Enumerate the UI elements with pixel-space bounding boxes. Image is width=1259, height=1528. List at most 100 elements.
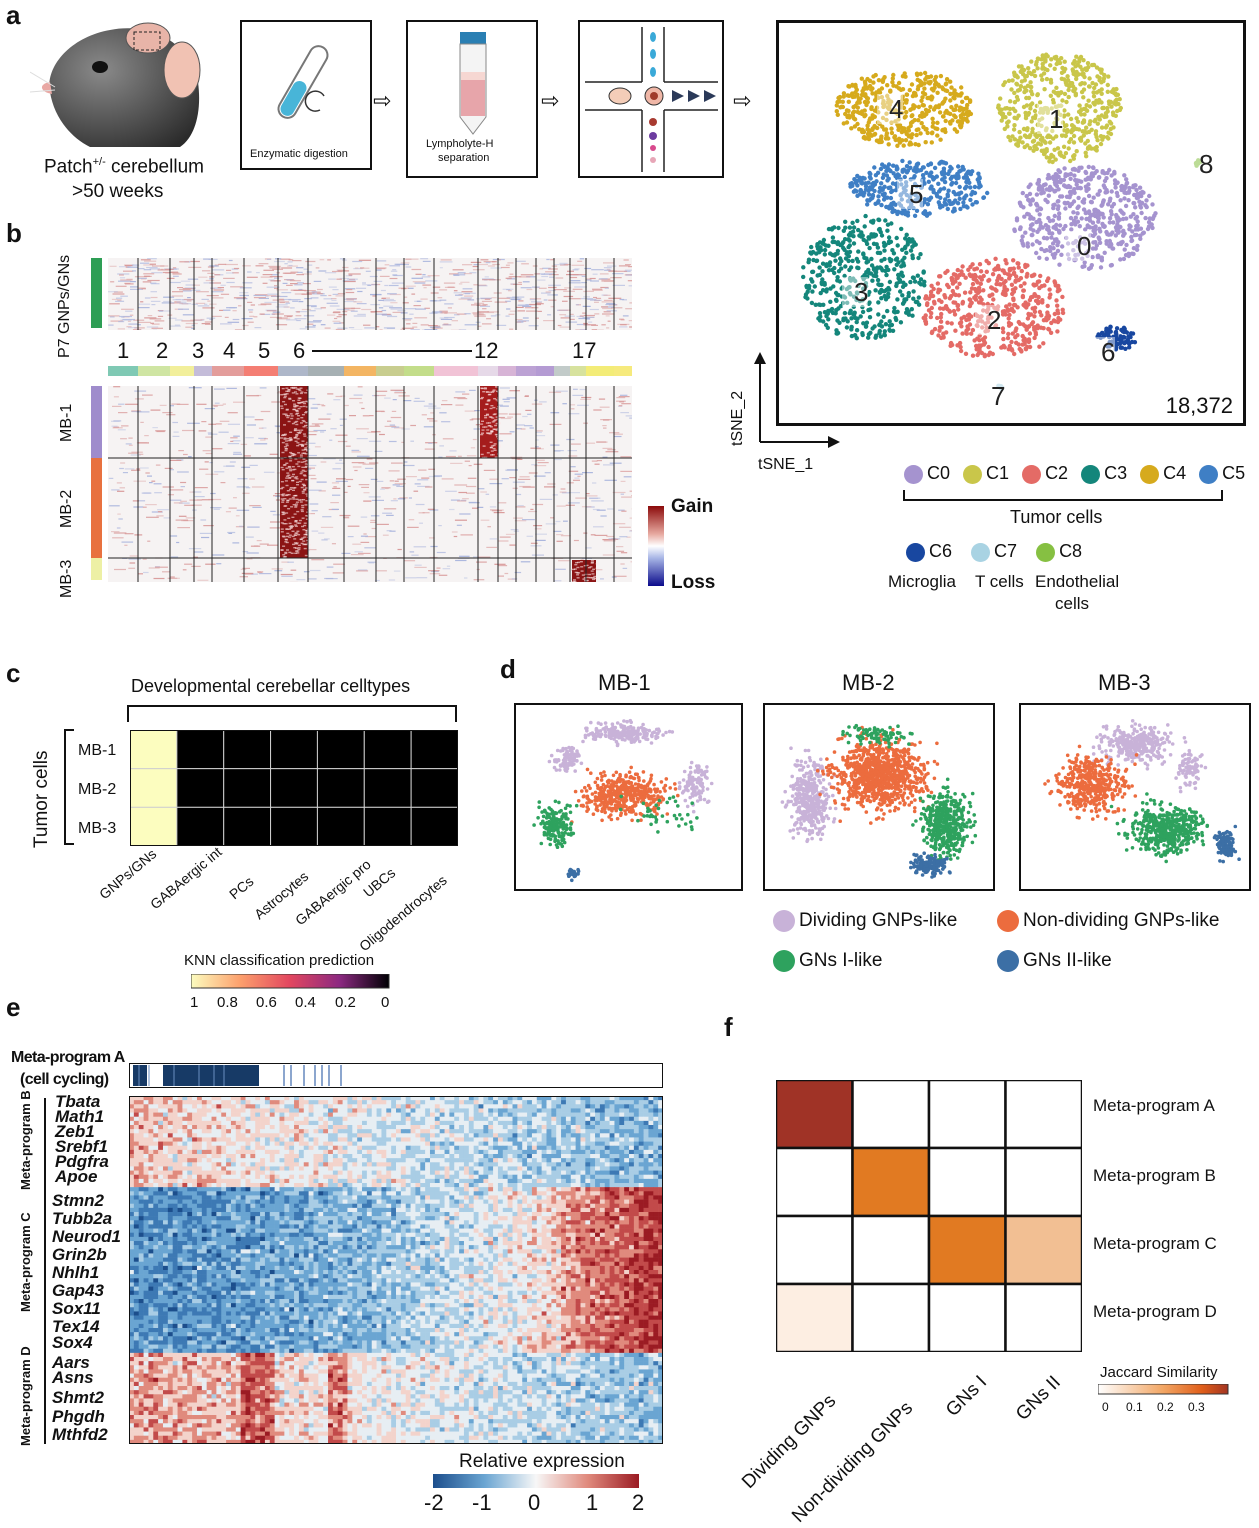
cnv-noise <box>518 282 522 283</box>
tsne-point <box>975 337 979 341</box>
tsne-point <box>1115 109 1119 113</box>
tsne-point <box>849 265 853 269</box>
cnv-noise <box>607 310 617 311</box>
cnv-noise <box>586 493 589 494</box>
cnv-noise <box>516 307 524 308</box>
cnv-noise <box>538 462 549 463</box>
cnv-noise <box>550 412 559 413</box>
cnv-noise <box>348 486 351 487</box>
tsne-point <box>1105 123 1109 127</box>
cnv-noise <box>595 535 608 536</box>
tsne-point <box>849 325 853 329</box>
cnv-noise <box>304 269 308 270</box>
cnv-noise <box>187 300 192 301</box>
cnv-noise <box>310 503 319 504</box>
tsne-point <box>873 336 877 340</box>
cnv-noise <box>547 314 551 315</box>
chromosome-segment <box>308 366 344 376</box>
tsne-point <box>912 174 916 178</box>
mouse-age-label: >50 weeks <box>72 181 163 203</box>
cnv-noise <box>405 319 411 320</box>
tsne-point <box>1012 91 1016 95</box>
cnv-noise <box>151 272 162 273</box>
cnv-noise <box>226 270 231 271</box>
cnv-noise <box>444 303 453 304</box>
tsne-point <box>900 159 904 163</box>
cnv-noise <box>568 450 578 451</box>
cnv-noise <box>498 502 506 503</box>
tsne-point <box>1053 252 1057 256</box>
tsne-point <box>1031 282 1035 286</box>
cnv-noise <box>154 492 162 493</box>
cnv-noise <box>220 421 230 422</box>
cnv-noise <box>361 309 371 310</box>
cnv-noise <box>173 299 185 300</box>
cnv-noise <box>322 405 326 406</box>
cnv-noise <box>177 471 189 472</box>
cnv-noise <box>329 440 332 441</box>
cnv-block-texture <box>288 536 291 537</box>
tsne-point <box>897 86 901 90</box>
cnv-noise <box>502 478 509 479</box>
cnv-noise <box>623 568 628 569</box>
cnv-noise <box>455 560 466 561</box>
cnv-noise <box>324 298 333 299</box>
cnv-noise <box>110 281 114 282</box>
cnv-noise <box>338 314 347 315</box>
tsne-point <box>814 303 818 307</box>
tsne-point <box>893 310 897 314</box>
cnv-noise <box>530 509 533 510</box>
tsne-point <box>973 185 977 189</box>
cnv-noise <box>439 575 447 576</box>
cnv-noise <box>531 301 542 302</box>
tsne-point <box>1045 236 1049 240</box>
tsne-point <box>1064 81 1068 85</box>
tsne-point <box>847 84 851 88</box>
cnv-noise <box>340 515 351 516</box>
cnv-block-texture <box>288 552 291 553</box>
cnv-noise <box>317 289 323 290</box>
cnv-noise <box>351 554 364 555</box>
cnv-block-texture <box>286 485 289 486</box>
cnv-noise <box>465 324 477 325</box>
cnv-noise <box>289 265 293 266</box>
cnv-noise <box>312 531 319 532</box>
tsne-point <box>1057 263 1061 267</box>
cnv-noise <box>566 274 579 275</box>
cnv-noise <box>165 269 174 270</box>
cnv-noise <box>312 423 324 424</box>
chromosome-segment <box>212 366 244 376</box>
cnv-noise <box>230 286 243 287</box>
cnv-noise <box>472 312 482 313</box>
cnv-block-texture <box>301 391 304 392</box>
cnv-noise <box>500 537 511 538</box>
tsne-point <box>970 169 974 173</box>
cnv-noise <box>592 461 598 462</box>
cnv-noise <box>423 261 431 262</box>
tsne-point <box>1060 295 1064 299</box>
tsne-point <box>978 295 982 299</box>
cnv-noise <box>114 396 119 397</box>
tsne-point <box>909 248 913 252</box>
tsne-point <box>1051 98 1055 102</box>
chromosome-segment <box>434 366 478 376</box>
tsne-point <box>890 248 894 252</box>
tsne-point <box>1136 223 1140 227</box>
tsne-point <box>878 186 882 190</box>
cnv-noise <box>317 482 327 483</box>
tsne-point <box>974 289 978 293</box>
chr-label: 12 <box>474 338 498 364</box>
tsne-point <box>1076 120 1080 124</box>
tsne-point <box>1049 80 1053 84</box>
tsne-point <box>1066 112 1070 116</box>
cnv-noise <box>521 263 529 264</box>
cnv-noise <box>437 568 441 569</box>
tsne-point <box>1003 279 1007 283</box>
tsne-point <box>907 237 911 241</box>
cnv-noise <box>228 443 239 444</box>
tsne-point <box>1150 202 1154 206</box>
cnv-block-texture <box>294 391 297 392</box>
tsne-point <box>933 166 937 170</box>
cnv-noise <box>601 280 614 281</box>
cnv-noise <box>207 301 210 302</box>
